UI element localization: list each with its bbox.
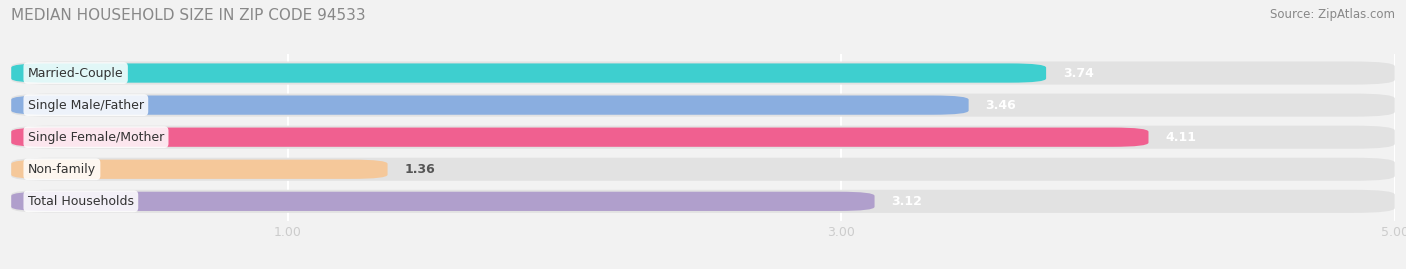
Text: 1.36: 1.36 — [404, 163, 434, 176]
FancyBboxPatch shape — [11, 128, 1149, 147]
Text: 3.74: 3.74 — [1063, 66, 1094, 80]
Text: 4.11: 4.11 — [1166, 131, 1197, 144]
Text: Married-Couple: Married-Couple — [28, 66, 124, 80]
Text: 3.12: 3.12 — [891, 195, 922, 208]
Text: Source: ZipAtlas.com: Source: ZipAtlas.com — [1270, 8, 1395, 21]
FancyBboxPatch shape — [11, 158, 1395, 181]
FancyBboxPatch shape — [11, 192, 875, 211]
FancyBboxPatch shape — [11, 126, 1395, 149]
FancyBboxPatch shape — [11, 160, 388, 179]
FancyBboxPatch shape — [11, 62, 1395, 84]
FancyBboxPatch shape — [11, 94, 1395, 117]
FancyBboxPatch shape — [11, 63, 1046, 83]
Text: Non-family: Non-family — [28, 163, 96, 176]
Text: 3.46: 3.46 — [986, 99, 1017, 112]
Text: Single Male/Father: Single Male/Father — [28, 99, 143, 112]
FancyBboxPatch shape — [11, 95, 969, 115]
FancyBboxPatch shape — [11, 190, 1395, 213]
Text: Single Female/Mother: Single Female/Mother — [28, 131, 165, 144]
Text: MEDIAN HOUSEHOLD SIZE IN ZIP CODE 94533: MEDIAN HOUSEHOLD SIZE IN ZIP CODE 94533 — [11, 8, 366, 23]
Text: Total Households: Total Households — [28, 195, 134, 208]
